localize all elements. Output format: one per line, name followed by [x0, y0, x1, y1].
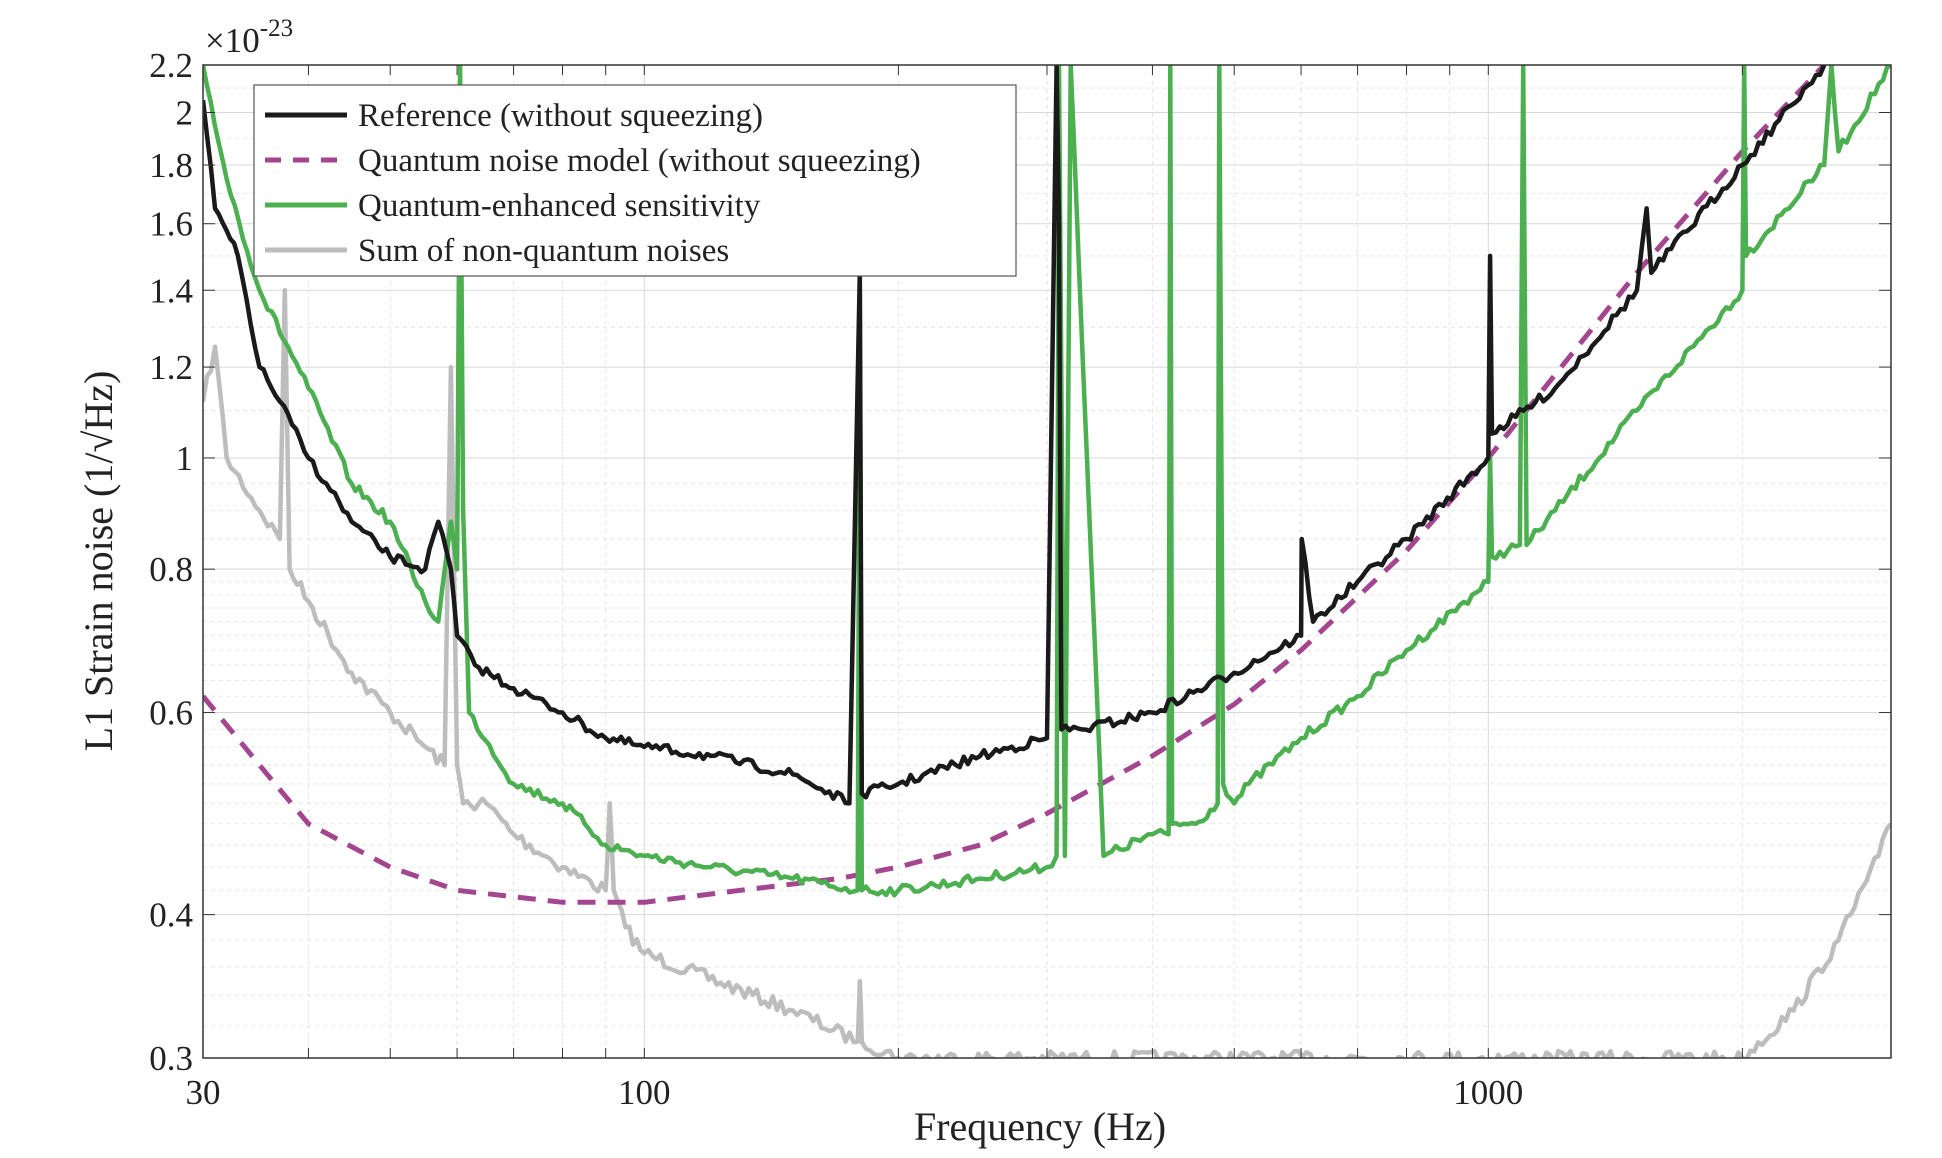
series-line-3 [203, 288, 1891, 1058]
y-tick-label: 0.6 [149, 694, 193, 733]
y-tick-label: 0.3 [149, 1039, 193, 1078]
y-tick-label: 1.6 [149, 205, 193, 244]
y-multiplier: ×10-23 [205, 15, 293, 60]
axis-ticks: 0.3 0.4 0.6 0.8 1 1.2 1.4 1.6 1.8 2 2.2 30 100 1000 [149, 46, 1892, 1112]
series-line-0 [203, 65, 1827, 806]
y-tick-label: 1 [176, 439, 194, 478]
legend-label: Quantum-enhanced sensitivity [358, 188, 761, 224]
x-axis-label: Frequency (Hz) [914, 1104, 1166, 1149]
x-tick-label: 1000 [1453, 1073, 1523, 1112]
y-tick-label: 1.8 [149, 146, 193, 185]
x-tick-label: 100 [618, 1073, 671, 1112]
x-tick-label: 30 [186, 1073, 221, 1112]
y-tick-label: 1.2 [149, 348, 193, 387]
y-tick-label: 0.4 [149, 896, 193, 935]
legend-label: Quantum noise model (without squeezing) [358, 143, 921, 179]
legend-box [253, 84, 1017, 277]
y-axis-label: L1 Strain noise (1/√Hz) [76, 371, 121, 752]
y-tick-label: 2 [176, 94, 194, 133]
legend: Reference (without squeezing) Quantum noi… [253, 84, 1017, 277]
series-layer [203, 65, 1891, 1058]
y-tick-label: 2.2 [149, 46, 193, 85]
legend-label: Reference (without squeezing) [358, 98, 763, 134]
series-line-2 [203, 65, 1891, 898]
legend-label: Sum of non-quantum noises [358, 233, 729, 269]
y-tick-label: 0.8 [149, 550, 193, 589]
y-exponent: -23 [260, 15, 293, 42]
y-tick-label: 1.4 [149, 271, 193, 310]
